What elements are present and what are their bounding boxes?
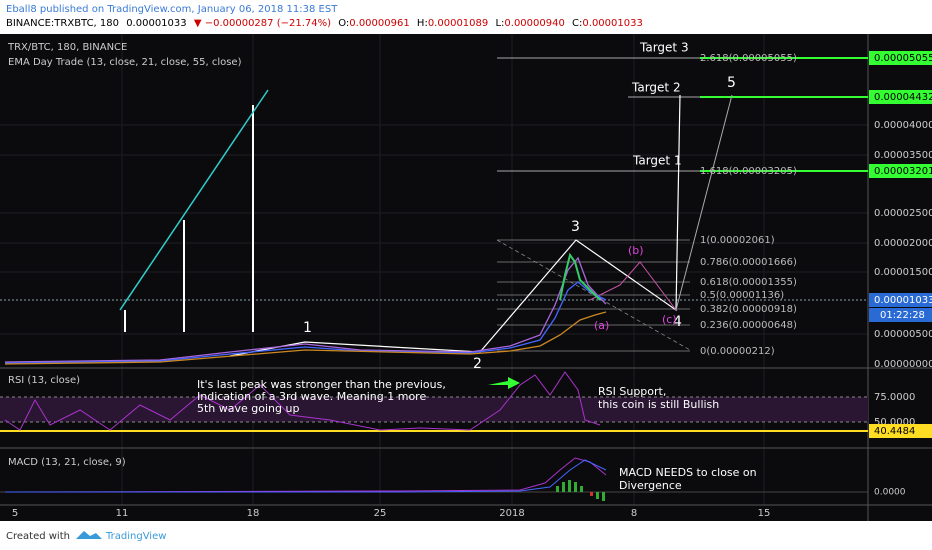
change: ▼ −0.00000287 (−21.74%): [194, 18, 331, 29]
label: 0.382(0.00000918): [700, 304, 797, 315]
label: 2.618(0.00005055): [700, 53, 797, 64]
macd-histogram: [556, 480, 605, 501]
label: 1: [303, 320, 312, 336]
label: (c): [662, 313, 677, 326]
label: 0.00001033: [874, 295, 932, 306]
label: 0.00000500: [874, 329, 932, 340]
targets: Target 3 Target 2 Target 1: [631, 41, 689, 168]
label: 2: [473, 356, 482, 372]
label: 3: [571, 219, 580, 235]
label: 0.5(0.00001136): [700, 290, 784, 301]
label: 0.00001500: [874, 267, 932, 278]
signal-line: [5, 459, 607, 493]
label: RSI Support,: [598, 385, 666, 398]
label: 75.0000: [874, 392, 915, 403]
label: 0.00002000: [874, 238, 932, 249]
label: It's last peak was stronger than the pre…: [197, 378, 446, 391]
label: this coin is still Bullish: [598, 398, 719, 411]
footer-created: Created with: [6, 531, 70, 542]
publisher: Eball8 published on TradingView.com, Jan…: [6, 4, 338, 15]
price-lines: [4, 252, 607, 365]
symbol: BINANCE:TRXBTC, 180: [6, 18, 119, 29]
c-label: C:: [572, 18, 582, 29]
label: 0.00003201: [874, 166, 932, 177]
label: 11: [116, 508, 129, 519]
label: 25: [374, 508, 387, 519]
chart-bg: [0, 34, 932, 521]
label: (a): [594, 319, 609, 332]
rsi-line: [4, 371, 601, 431]
label: 2018: [499, 508, 524, 519]
last: 0.00001033: [126, 18, 186, 29]
wave-labels: 1 2 3 4 5 (a) (b) (c): [303, 75, 736, 372]
label: 0.00003500: [874, 150, 932, 161]
label: Target 1: [632, 154, 682, 168]
label: MACD NEEDS to close on: [619, 466, 757, 479]
rsi-tag-bg: [869, 424, 932, 438]
indicator-title: EMA Day Trade (13, close, 21, close, 55,…: [8, 57, 242, 68]
label: Target 2: [631, 81, 681, 95]
arrow: [488, 377, 520, 389]
logo: [76, 531, 102, 539]
label: 1(0.00002061): [700, 235, 775, 246]
label: 50.0000: [874, 417, 915, 428]
l-label: L:: [495, 18, 504, 29]
label: 5: [12, 508, 18, 519]
label: Indication of a 3rd wave. Meaning 1 more: [197, 390, 426, 403]
label: Target 3: [639, 41, 689, 55]
label: 0.618(0.00001355): [700, 277, 797, 288]
label: 0.00002500: [874, 208, 932, 219]
label: 18: [247, 508, 260, 519]
label: 0(0.00000212): [700, 346, 775, 357]
label: (b): [628, 244, 644, 257]
label: 4: [673, 314, 682, 330]
label: 5th wave going up: [197, 402, 299, 415]
fib-labels: 2.618(0.00005055) 1.618(0.00003205) 1(0.00…: [700, 53, 797, 357]
time-axis: 5 11 18 25 2018 8 15: [12, 508, 771, 519]
o-value: 0.00000961: [349, 18, 409, 29]
label: 1.618(0.00003205): [700, 166, 797, 177]
label: 0.786(0.00001666): [700, 257, 797, 268]
rsi-tag: 40.4484: [874, 426, 915, 437]
h-label: H:: [417, 18, 428, 29]
rsi-axis: 75.0000 50.0000: [874, 392, 915, 428]
header-bg: [0, 0, 932, 34]
pane-title: TRX/BTC, 180, BINANCE: [7, 42, 127, 53]
rsi-title: RSI (13, close): [8, 375, 80, 386]
rsi-levels: [0, 396, 868, 423]
c-value: 0.00001033: [582, 18, 642, 29]
label: 0.00000000: [874, 359, 932, 370]
label: Divergence: [619, 479, 682, 492]
label: 8: [631, 508, 637, 519]
label: 0.00005055: [874, 53, 932, 64]
target-lines: [700, 57, 868, 172]
rsi-band: [0, 397, 868, 422]
price-axis: 0.00004000 0.00003500 0.00002500 0.00002000…: [874, 120, 932, 370]
label: 0.00004432: [874, 92, 932, 103]
label: 15: [758, 508, 771, 519]
macd-axis: 0.0000: [874, 488, 906, 498]
pane-borders: [0, 34, 932, 521]
symbol-line: BINANCE:TRXBTC, 180 0.00001033 ▼ −0.0000…: [6, 18, 643, 29]
price-tags: 0.00005055 0.00004432 0.00003201 0.00001…: [869, 51, 932, 322]
footer-brand[interactable]: TradingView: [105, 531, 166, 542]
label: 01:22:28: [880, 310, 925, 321]
label: 5: [727, 75, 736, 91]
macd-title: MACD (13, 21, close, 9): [8, 457, 126, 468]
h-value: 0.00001089: [428, 18, 488, 29]
o-label: O:: [338, 18, 349, 29]
label: 0.236(0.00000648): [700, 320, 797, 331]
l-value: 0.00000940: [504, 18, 564, 29]
rsi-note: It's last peak was stronger than the pre…: [197, 378, 719, 415]
label: 0.00004000: [874, 120, 932, 131]
drawings: [119, 89, 733, 357]
